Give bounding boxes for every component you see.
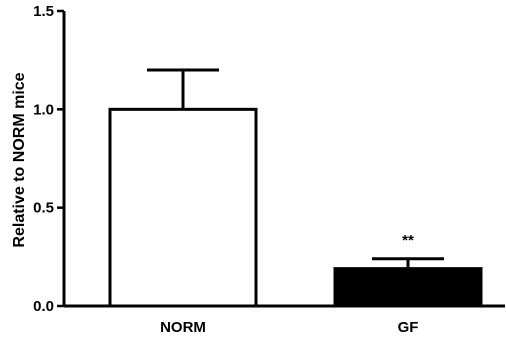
- plot-area: 0.0 0.5 1.0 1.5 NORM GF **: [33, 3, 505, 336]
- y-tick-label: 1.0: [33, 101, 54, 118]
- y-tick-label: 0.5: [33, 200, 54, 217]
- bar-norm: [108, 107, 258, 308]
- significance-annotation: **: [402, 232, 414, 249]
- y-tick-label: 0.0: [33, 298, 54, 315]
- y-tick-label: 1.5: [33, 3, 54, 20]
- y-axis-title: Relative to NORM mice: [11, 72, 28, 247]
- x-tick-label: GF: [398, 319, 419, 336]
- bar-gf: [333, 267, 483, 308]
- x-tick-label: NORM: [160, 319, 206, 336]
